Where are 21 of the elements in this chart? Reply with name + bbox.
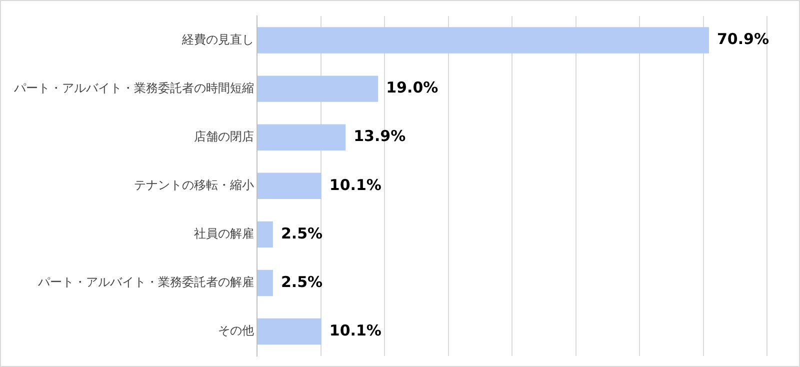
y-tick-label: 経費の見直し	[181, 32, 254, 46]
bar	[258, 124, 346, 150]
data-label: 19.0%	[386, 78, 438, 97]
data-label: 13.9%	[354, 127, 406, 146]
bar	[258, 27, 709, 54]
y-tick-label: 社員の解雇	[194, 226, 254, 241]
data-label: 70.9%	[716, 30, 770, 48]
y-tick-label: 店舗の閉店	[194, 129, 254, 144]
y-tick-label: パート・アルバイト・業務委託者の解雇	[37, 275, 254, 290]
y-tick-label: その他	[218, 324, 254, 338]
bar	[258, 270, 273, 296]
bar	[258, 76, 378, 102]
bar	[258, 221, 273, 248]
data-label: 10.1%	[329, 176, 382, 194]
bar	[258, 318, 322, 345]
data-label: 2.5%	[280, 224, 323, 242]
bar	[258, 172, 322, 200]
data-label: 10.1%	[329, 321, 382, 340]
data-label: 2.5%	[280, 272, 323, 291]
y-tick-label: テナントの移転・縮小	[134, 178, 254, 192]
y-tick-label: パート・アルバイト・業務委託者の時間短縮	[13, 80, 254, 95]
